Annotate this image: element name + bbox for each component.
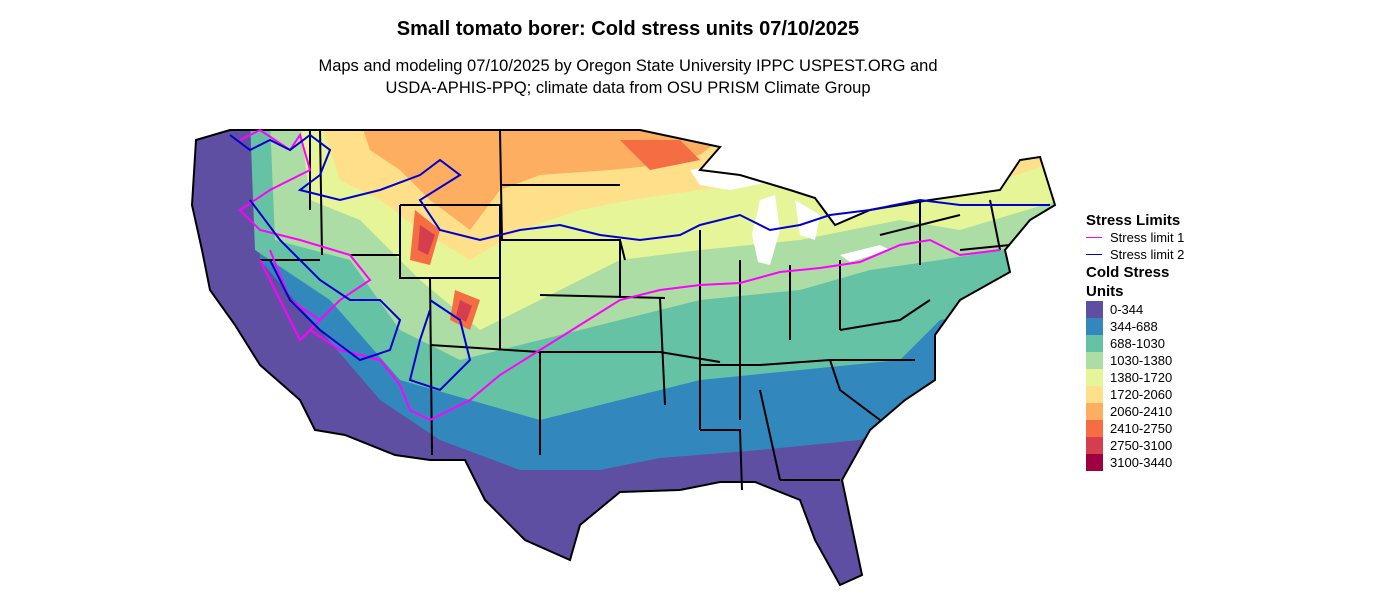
band-2750-3100 <box>418 225 472 322</box>
stress-limit-1-label: Stress limit 1 <box>1110 230 1185 245</box>
legend-stress-limit-2: Stress limit 2 <box>1086 246 1196 263</box>
legend-unit-2410-2750: 2410-2750 <box>1086 420 1196 437</box>
legend-unit-344-688: 344-688 <box>1086 318 1196 335</box>
unit-label: 1030-1380 <box>1110 353 1173 368</box>
unit-label: 0-344 <box>1110 302 1144 317</box>
swatch-1380-1720 <box>1086 369 1103 386</box>
us-cold-stress-map <box>191 128 1056 586</box>
legend: Stress Limits Stress limit 1 Stress limi… <box>1086 212 1196 471</box>
legend-unit-2750-3100: 2750-3100 <box>1086 437 1196 454</box>
cold-stress-units-list: 0-344 344-688 688-1030 1030-1380 1380-1720 17… <box>1086 301 1196 471</box>
swatch-344-688 <box>1086 318 1103 335</box>
cold-stress-units-title: Cold Stress Units <box>1086 263 1196 301</box>
unit-label: 1380-1720 <box>1110 370 1173 385</box>
stress-limit-2-line <box>1086 254 1102 255</box>
subtitle-line-2: USDA-APHIS-PPQ; climate data from OSU PR… <box>385 79 871 97</box>
unit-label: 2060-2410 <box>1110 404 1173 419</box>
lake-superior <box>690 162 780 190</box>
swatch-1030-1380 <box>1086 352 1103 369</box>
swatch-3100-3440 <box>1086 454 1103 471</box>
stress-limit-1-line <box>1086 237 1102 238</box>
band-2410-2750 <box>410 140 700 330</box>
swatch-688-1030 <box>1086 335 1103 352</box>
unit-label: 2410-2750 <box>1110 421 1173 436</box>
unit-label: 2750-3100 <box>1110 438 1173 453</box>
legend-unit-0-344: 0-344 <box>1086 301 1196 318</box>
unit-label: 1720-2060 <box>1110 387 1173 402</box>
cold-stress-title-line-2: Units <box>1086 283 1124 300</box>
unit-label: 688-1030 <box>1110 336 1165 351</box>
legend-unit-1030-1380: 1030-1380 <box>1086 352 1196 369</box>
swatch-0-344 <box>1086 301 1103 318</box>
unit-label: 344-688 <box>1110 319 1158 334</box>
legend-unit-2060-2410: 2060-2410 <box>1086 403 1196 420</box>
swatch-1720-2060 <box>1086 386 1103 403</box>
subtitle-line-1: Maps and modeling 07/10/2025 by Oregon S… <box>318 57 938 75</box>
lake-erie <box>840 245 890 262</box>
cold-stress-title-line-1: Cold Stress <box>1086 264 1170 281</box>
great-lakes <box>690 162 890 265</box>
lake-michigan <box>752 195 780 265</box>
swatch-2060-2410 <box>1086 403 1103 420</box>
swatch-2410-2750 <box>1086 420 1103 437</box>
legend-unit-688-1030: 688-1030 <box>1086 335 1196 352</box>
swatch-2750-3100 <box>1086 437 1103 454</box>
lake-huron <box>795 200 820 240</box>
stress-limit-2-contour <box>229 133 1050 392</box>
legend-unit-3100-3440: 3100-3440 <box>1086 454 1196 471</box>
legend-stress-limit-1: Stress limit 1 <box>1086 229 1196 246</box>
stress-limits-title: Stress Limits <box>1086 212 1181 229</box>
legend-unit-1720-2060: 1720-2060 <box>1086 386 1196 403</box>
legend-unit-1380-1720: 1380-1720 <box>1086 369 1196 386</box>
unit-label: 3100-3440 <box>1110 455 1173 470</box>
map-subtitle: Maps and modeling 07/10/2025 by Oregon S… <box>0 55 1256 99</box>
map-title: Small tomato borer: Cold stress units 07… <box>396 18 860 40</box>
stress-limit-2-label: Stress limit 2 <box>1110 247 1185 262</box>
